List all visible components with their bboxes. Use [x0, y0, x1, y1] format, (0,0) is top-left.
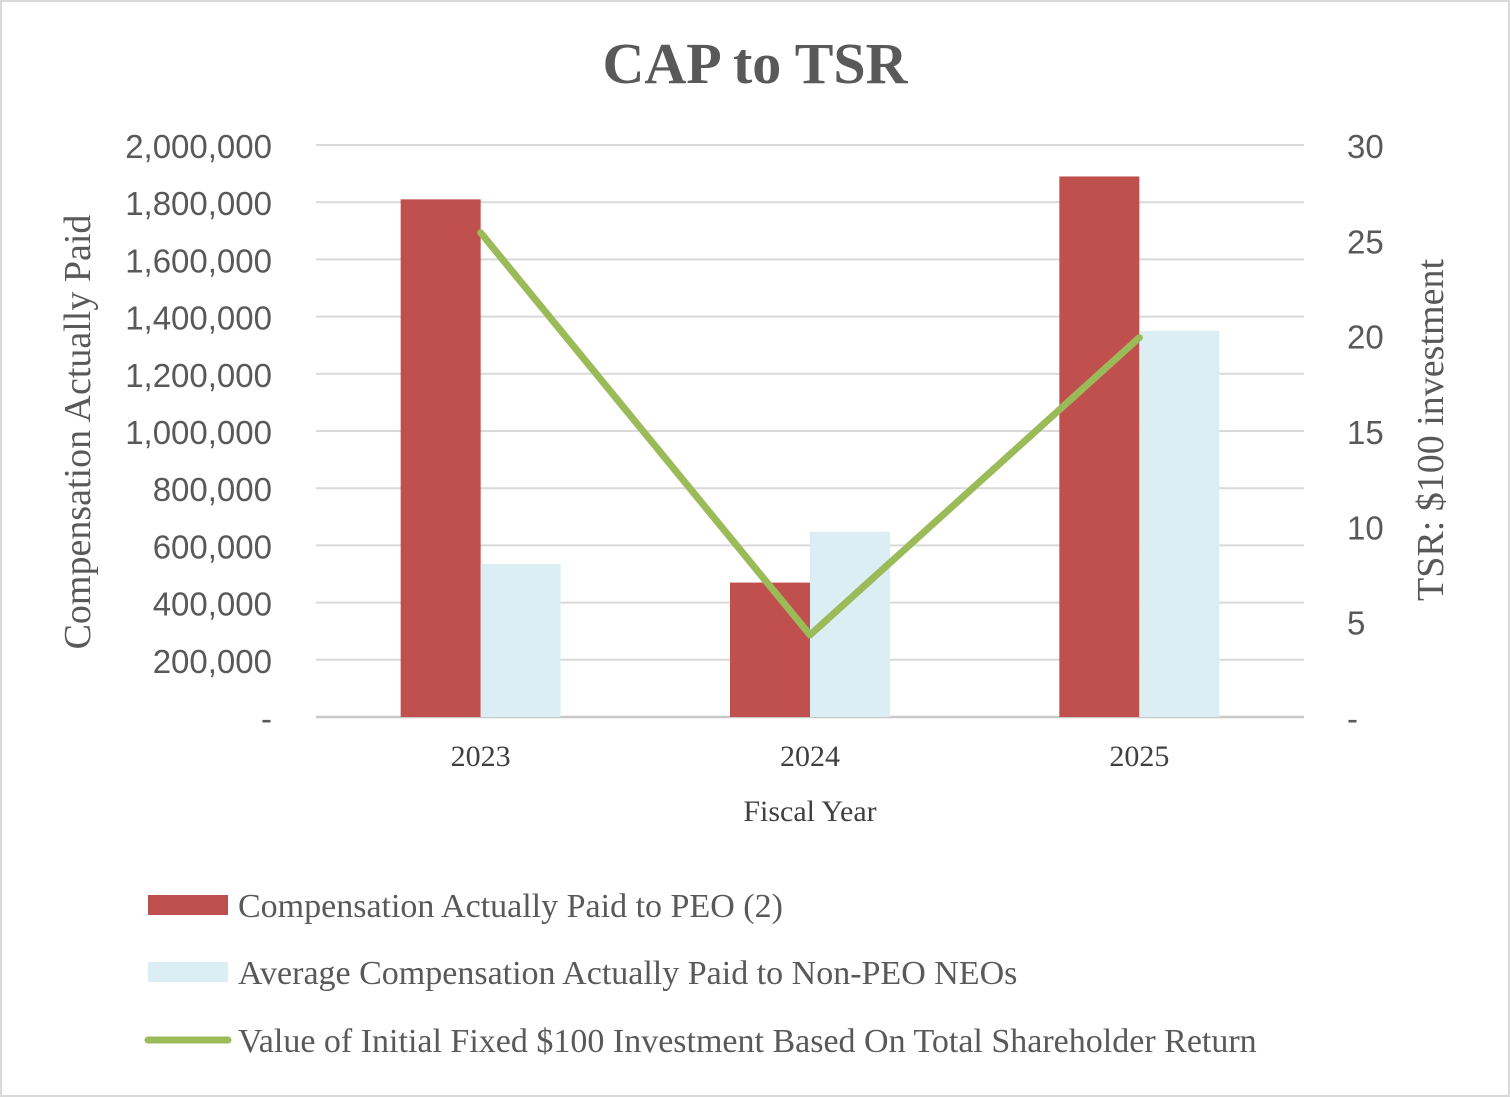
bar-non-peo-2025 [1139, 330, 1220, 717]
y-tick-label: 2,000,000 [125, 128, 272, 165]
x-tick-label: 2025 [1109, 740, 1169, 773]
y-tick-label: 600,000 [153, 528, 272, 565]
x-tick-label: 2024 [780, 740, 840, 773]
x-axis-title: Fiscal Year [743, 795, 876, 828]
y-tick-label: 800,000 [153, 471, 272, 508]
chart-title: CAP to TSR [602, 31, 908, 96]
y-axis-ticks: - 200,000 400,000 600,000 800,000 1,000,000 1,… [125, 128, 272, 737]
y-tick-label: 1,800,000 [125, 185, 272, 222]
y-tick-label: 400,000 [153, 586, 272, 623]
legend-label: Average Compensation Actually Paid to No… [238, 955, 1017, 992]
bars [400, 176, 1220, 718]
y-tick-label: 1,000,000 [125, 414, 272, 451]
tsr-line [477, 229, 1143, 639]
bar-peo-2023 [400, 199, 481, 718]
tsr-line-layer [477, 229, 1143, 639]
y2-tick-label: 5 [1347, 605, 1365, 642]
y2-tick-label: - [1347, 700, 1358, 737]
y-axis-title: Compensation Actually Paid [57, 215, 99, 650]
legend-label: Value of Initial Fixed $100 Investment B… [238, 1023, 1257, 1060]
y2-tick-label: 10 [1347, 509, 1384, 546]
y2-tick-label: 30 [1347, 128, 1384, 165]
legend-swatch-non-peo [148, 962, 228, 982]
legend-label: Compensation Actually Paid to PEO (2) [238, 888, 783, 925]
bar-peo-2025 [1059, 176, 1140, 717]
y2-axis-title: TSR: $100 investment [1410, 259, 1452, 601]
legend: Compensation Actually Paid to PEO (2) Ave… [144, 888, 1257, 1060]
y-tick-label: 1,600,000 [125, 242, 272, 279]
bar-non-peo-2023 [480, 563, 561, 717]
x-tick-label: 2023 [451, 740, 511, 773]
legend-swatch-peo [148, 895, 228, 915]
x-axis-ticks: 2023 2024 2025 [451, 740, 1170, 773]
bar-peo-2024 [730, 582, 810, 717]
y-tick-label: - [261, 700, 272, 737]
y-tick-label: 200,000 [153, 643, 272, 680]
y-tick-label: 1,400,000 [125, 300, 272, 337]
y2-axis-ticks: - 5 10 15 20 25 30 [1347, 128, 1384, 737]
y2-tick-label: 15 [1347, 414, 1384, 451]
y2-tick-label: 25 [1347, 223, 1384, 260]
y-tick-label: 1,200,000 [125, 357, 272, 394]
y2-tick-label: 20 [1347, 319, 1384, 356]
